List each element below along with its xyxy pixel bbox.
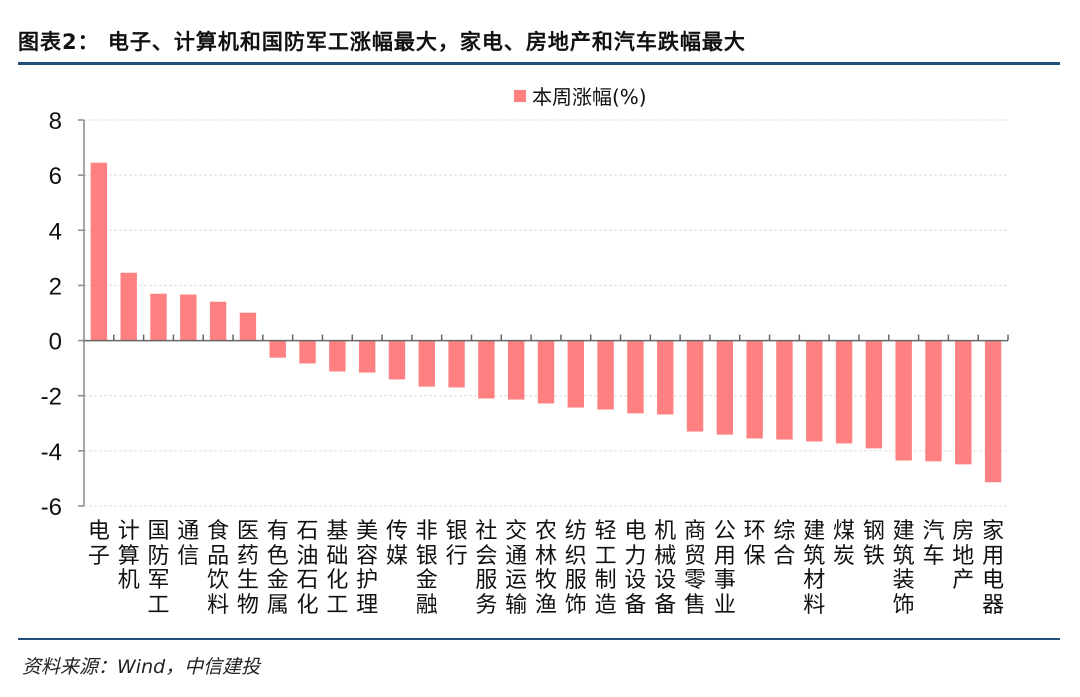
bar [150, 293, 167, 341]
category-label: 公用事业 [713, 519, 736, 618]
bar [657, 340, 674, 415]
category-label: 机械设备 [654, 519, 677, 618]
bar [180, 294, 197, 341]
legend-label: 本周涨幅(%) [532, 85, 647, 109]
category-label: 电子 [87, 519, 110, 569]
bar [507, 340, 525, 400]
source-note: 资料来源：Wind，中信建投 [22, 656, 261, 678]
y-tick-label: -2 [41, 384, 62, 411]
bar [746, 340, 763, 439]
category-label: 汽车 [922, 519, 945, 569]
category-label: 综合 [773, 519, 796, 569]
bar [686, 340, 704, 432]
bar [955, 340, 972, 465]
category-label: 煤炭 [833, 519, 856, 569]
category-label: 基础化工 [326, 519, 349, 618]
bar [120, 272, 137, 341]
category-label: 钢铁 [862, 519, 885, 569]
category-label: 纺织服饰 [564, 519, 587, 618]
category-label: 农林牧渔 [534, 519, 557, 618]
category-label: 房地产 [952, 519, 975, 593]
bar [478, 340, 495, 399]
bar [269, 340, 286, 358]
bar [597, 340, 614, 410]
category-label: 国防军工 [147, 519, 170, 618]
y-tick-label: 6 [49, 163, 62, 190]
category-label: 家用电器 [982, 519, 1005, 618]
bar [448, 340, 465, 388]
category-label: 银行 [445, 519, 468, 569]
category-label: 电力设备 [624, 519, 647, 618]
category-label: 非银金融 [415, 519, 438, 618]
y-tick-label: 8 [49, 108, 62, 135]
y-tick-label: 2 [49, 273, 62, 300]
y-tick-label: 4 [49, 218, 62, 245]
category-label: 食品饮料 [207, 519, 230, 618]
category-label: 商贸零售 [684, 519, 707, 618]
bar [209, 301, 227, 341]
y-tick-label: -6 [41, 494, 62, 521]
figure-title: 图表2： 电子、计算机和国防军工涨幅最大，家电、房地产和汽车跌幅最大 [18, 30, 746, 54]
bar [358, 340, 376, 373]
bar [537, 340, 555, 404]
category-label: 传媒 [385, 519, 408, 569]
bar [925, 340, 942, 462]
category-label: 建筑装饰 [892, 519, 915, 618]
category-label: 计算机 [117, 519, 140, 593]
bar [895, 340, 912, 461]
bar [984, 340, 1002, 483]
category-label: 石油石化 [296, 519, 319, 618]
bar [627, 340, 644, 414]
category-label: 社会服务 [475, 519, 498, 618]
bar [239, 312, 257, 341]
category-label: 有色金属 [266, 519, 289, 618]
bar [90, 162, 108, 341]
bar [329, 340, 346, 372]
y-tick-label: -4 [41, 439, 62, 466]
footer-rule [18, 638, 1060, 640]
category-label: 美容护理 [356, 519, 379, 618]
category-label: 交通运输 [505, 519, 528, 618]
bar [865, 340, 883, 449]
category-label: 环保 [743, 519, 766, 569]
bar [418, 340, 435, 387]
bar [776, 340, 793, 440]
legend-swatch [514, 90, 526, 102]
y-tick-label: 0 [49, 329, 62, 356]
bar [299, 340, 316, 364]
category-label: 医药生物 [236, 519, 259, 618]
category-label: 通信 [177, 519, 200, 569]
bar [567, 340, 585, 408]
bar [716, 340, 734, 435]
bar [835, 340, 853, 444]
bar [388, 340, 406, 380]
category-label: 轻工制造 [594, 519, 617, 618]
bar [806, 340, 823, 442]
title-rule [18, 62, 1060, 65]
category-label: 建筑材料 [803, 519, 826, 618]
